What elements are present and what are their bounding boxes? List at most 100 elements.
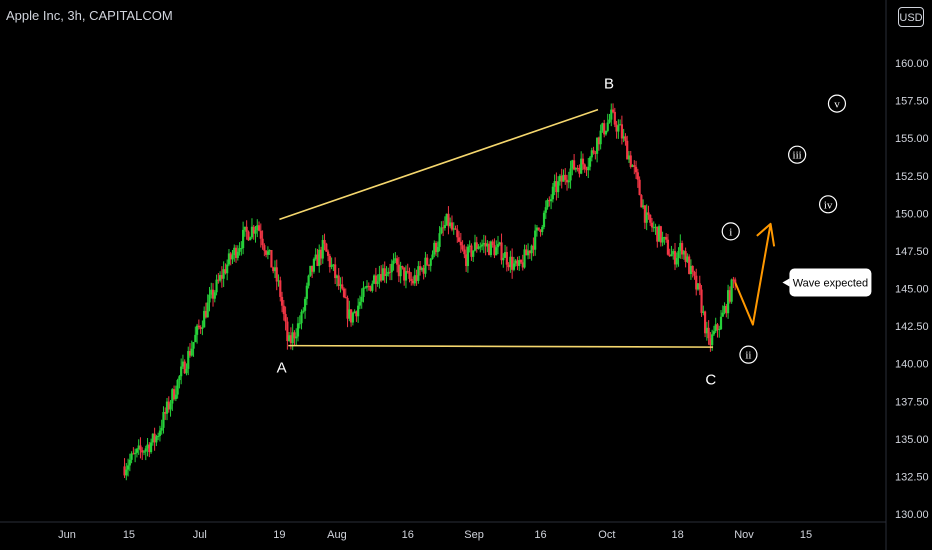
candle xyxy=(195,323,199,344)
candle xyxy=(417,261,420,284)
candle xyxy=(707,320,710,345)
candle xyxy=(245,220,248,240)
candle xyxy=(452,222,455,235)
candle xyxy=(387,267,390,277)
candle xyxy=(185,363,188,376)
candle xyxy=(385,266,388,284)
candle xyxy=(125,463,128,481)
candle xyxy=(249,236,252,241)
candle xyxy=(500,233,503,265)
candle xyxy=(401,265,404,270)
candle xyxy=(180,358,183,385)
candle xyxy=(656,226,659,248)
candle xyxy=(489,240,493,258)
candle xyxy=(181,354,185,369)
candle xyxy=(689,259,693,280)
candle xyxy=(250,218,254,240)
candle xyxy=(477,244,480,250)
candle xyxy=(698,275,701,296)
candle xyxy=(316,248,319,267)
candle xyxy=(151,433,154,446)
x-tick-label: Jul xyxy=(193,529,207,541)
time-axis[interactable]: Jun 15 Jul 19 Aug 16 Sep 16 Oct 18 Nov 15 xyxy=(58,529,812,541)
candle xyxy=(486,240,489,253)
candle xyxy=(296,316,300,342)
candle xyxy=(383,261,386,283)
wave-label-b: B xyxy=(604,76,614,93)
candle xyxy=(210,282,213,299)
candle xyxy=(583,163,586,173)
candle xyxy=(665,233,668,243)
candle xyxy=(638,176,641,196)
candle xyxy=(236,245,239,261)
candle xyxy=(732,276,735,289)
candle xyxy=(229,251,232,266)
candle xyxy=(206,294,209,318)
candle xyxy=(203,306,206,328)
candle xyxy=(372,274,376,285)
candle xyxy=(613,107,616,128)
candle xyxy=(178,375,181,389)
candle xyxy=(436,241,439,258)
price-axis[interactable]: 160.00 157.50 155.00 152.50 150.00 147.50 145.… xyxy=(895,58,929,521)
candle xyxy=(643,205,647,229)
candle xyxy=(280,291,284,313)
candle xyxy=(254,225,257,243)
candle xyxy=(307,274,310,289)
candle xyxy=(243,226,246,237)
candle xyxy=(339,277,342,293)
x-tick-label: 15 xyxy=(800,529,812,541)
candle xyxy=(213,290,216,303)
candle xyxy=(705,321,708,341)
candle xyxy=(137,439,140,455)
candle xyxy=(673,242,677,271)
candle xyxy=(275,259,278,291)
candle xyxy=(539,229,542,237)
candle xyxy=(634,160,638,180)
candle xyxy=(265,250,268,258)
candle xyxy=(622,128,625,143)
circled-wave-text: iii xyxy=(793,150,802,162)
candle xyxy=(303,296,307,319)
y-tick-label: 152.50 xyxy=(895,171,929,183)
candle xyxy=(493,238,496,259)
candle xyxy=(578,164,581,178)
candle xyxy=(590,147,593,162)
candle xyxy=(433,240,436,258)
x-tick-label: 16 xyxy=(534,529,546,541)
candle xyxy=(224,263,227,275)
candle xyxy=(123,458,126,479)
candle xyxy=(160,419,163,435)
candle xyxy=(624,133,627,146)
candle xyxy=(507,262,510,271)
candle xyxy=(312,257,316,274)
candle xyxy=(135,447,139,458)
candle xyxy=(369,285,372,292)
candle xyxy=(259,223,262,248)
candle xyxy=(247,230,250,241)
wave-expected-callout[interactable]: Wave expected xyxy=(782,268,872,297)
wave-projection-path xyxy=(734,223,772,326)
candle xyxy=(457,231,461,243)
candle xyxy=(349,309,353,327)
candle xyxy=(450,215,454,232)
candle xyxy=(505,246,508,272)
candle xyxy=(365,280,369,292)
candle xyxy=(440,221,443,235)
candle xyxy=(321,235,324,264)
candle xyxy=(597,136,600,151)
candle xyxy=(723,302,726,315)
candle xyxy=(718,325,721,338)
callout-text: Wave expected xyxy=(793,277,868,289)
currency-button[interactable]: USD xyxy=(898,7,924,27)
candle xyxy=(410,272,413,286)
candle xyxy=(422,264,425,280)
candle xyxy=(128,453,131,472)
candle xyxy=(134,448,137,463)
candle xyxy=(488,241,491,256)
candle xyxy=(454,225,457,230)
candle xyxy=(627,151,631,163)
x-tick-label: Nov xyxy=(734,529,754,541)
